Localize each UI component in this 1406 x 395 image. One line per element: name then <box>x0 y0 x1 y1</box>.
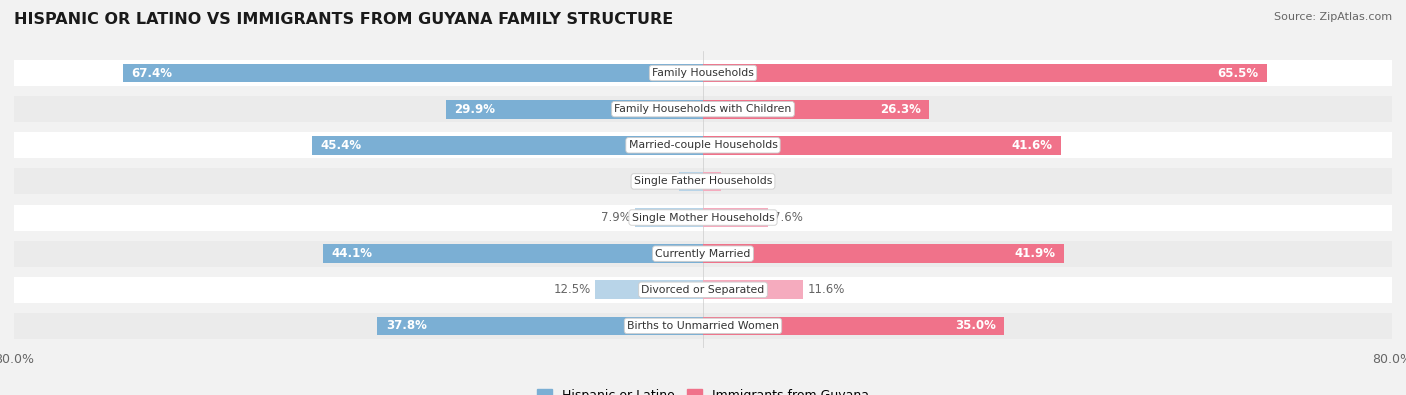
Text: 2.1%: 2.1% <box>725 175 755 188</box>
Bar <box>703 136 1062 155</box>
Text: 35.0%: 35.0% <box>955 320 995 333</box>
Text: 37.8%: 37.8% <box>387 320 427 333</box>
Bar <box>14 60 1392 86</box>
Bar <box>312 136 703 155</box>
Text: Married-couple Households: Married-couple Households <box>628 140 778 150</box>
Bar <box>703 172 721 191</box>
Bar <box>14 132 1392 158</box>
Text: Family Households: Family Households <box>652 68 754 78</box>
Text: Source: ZipAtlas.com: Source: ZipAtlas.com <box>1274 12 1392 22</box>
Bar <box>446 100 703 118</box>
Bar <box>323 244 703 263</box>
Text: 2.8%: 2.8% <box>645 175 675 188</box>
Bar <box>636 208 703 227</box>
Text: 26.3%: 26.3% <box>880 103 921 116</box>
Text: 7.9%: 7.9% <box>600 211 631 224</box>
Text: 12.5%: 12.5% <box>554 283 591 296</box>
Text: 65.5%: 65.5% <box>1218 66 1258 79</box>
Bar <box>703 316 1004 335</box>
Text: 41.9%: 41.9% <box>1014 247 1056 260</box>
Bar <box>122 64 703 83</box>
Bar <box>14 277 1392 303</box>
Text: HISPANIC OR LATINO VS IMMIGRANTS FROM GUYANA FAMILY STRUCTURE: HISPANIC OR LATINO VS IMMIGRANTS FROM GU… <box>14 12 673 27</box>
Bar <box>14 241 1392 267</box>
Text: Family Households with Children: Family Households with Children <box>614 104 792 114</box>
Bar <box>14 96 1392 122</box>
Bar <box>703 64 1267 83</box>
Text: Currently Married: Currently Married <box>655 249 751 259</box>
Text: Single Mother Households: Single Mother Households <box>631 213 775 222</box>
Bar <box>595 280 703 299</box>
Bar <box>703 244 1064 263</box>
Text: 45.4%: 45.4% <box>321 139 361 152</box>
Text: 67.4%: 67.4% <box>131 66 172 79</box>
Bar <box>703 208 769 227</box>
Text: 11.6%: 11.6% <box>807 283 845 296</box>
Text: Divorced or Separated: Divorced or Separated <box>641 285 765 295</box>
Text: Single Father Households: Single Father Households <box>634 177 772 186</box>
Bar <box>377 316 703 335</box>
Bar <box>703 100 929 118</box>
Bar <box>14 313 1392 339</box>
Bar <box>679 172 703 191</box>
Text: 29.9%: 29.9% <box>454 103 495 116</box>
Bar <box>14 168 1392 194</box>
Bar <box>703 280 803 299</box>
Text: 7.6%: 7.6% <box>773 211 803 224</box>
Text: 41.6%: 41.6% <box>1012 139 1053 152</box>
Bar <box>14 205 1392 231</box>
Legend: Hispanic or Latino, Immigrants from Guyana: Hispanic or Latino, Immigrants from Guya… <box>531 384 875 395</box>
Text: Births to Unmarried Women: Births to Unmarried Women <box>627 321 779 331</box>
Text: 44.1%: 44.1% <box>332 247 373 260</box>
